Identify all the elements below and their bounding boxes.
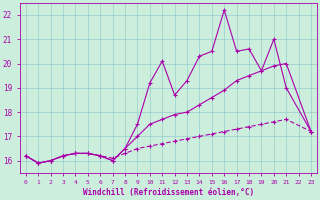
X-axis label: Windchill (Refroidissement éolien,°C): Windchill (Refroidissement éolien,°C) — [83, 188, 254, 197]
